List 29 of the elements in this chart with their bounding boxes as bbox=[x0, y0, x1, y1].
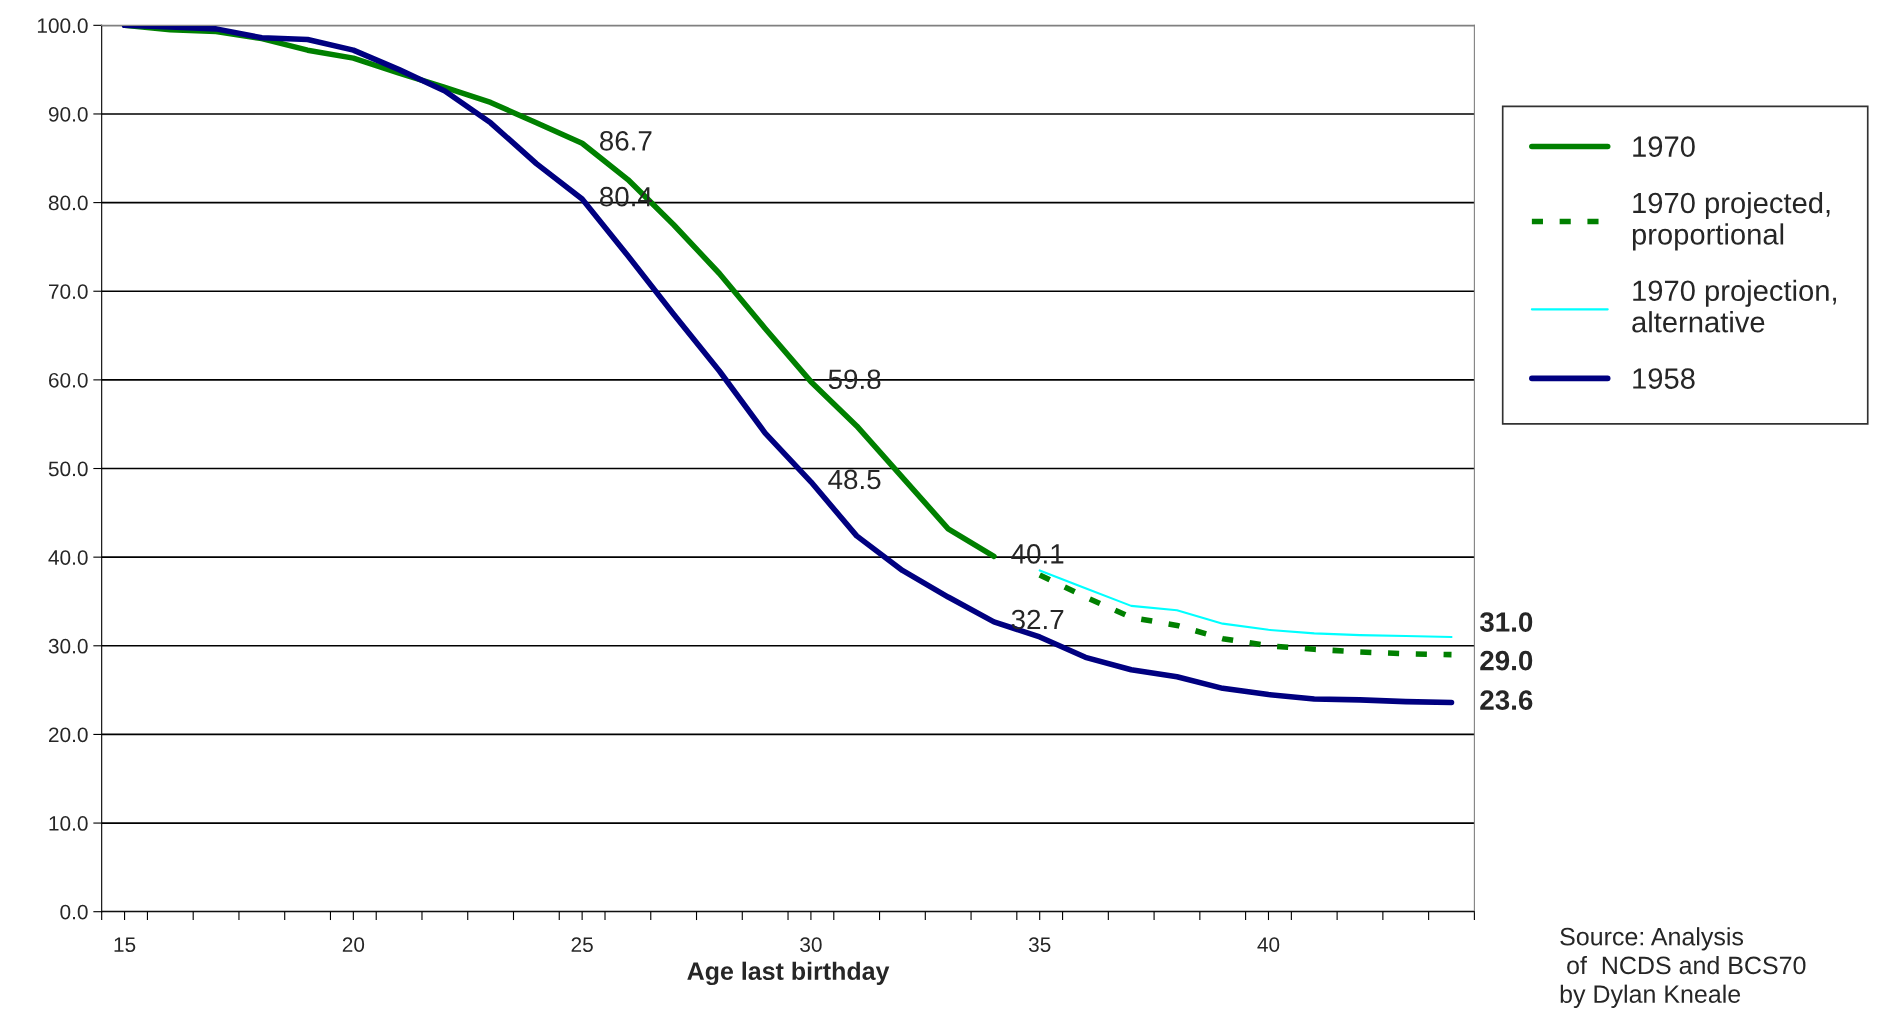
x-tick-label: 20 bbox=[342, 937, 365, 952]
y-tick-label: 10.0 bbox=[49, 816, 88, 831]
legend-label: 1970 projection, alternative bbox=[1632, 279, 1836, 333]
x-tick-label: 25 bbox=[571, 937, 593, 952]
x-axis-title: Age last birthday bbox=[687, 961, 890, 986]
y-tick-label: 30.0 bbox=[48, 638, 88, 654]
y-tick-label: 40.0 bbox=[48, 550, 88, 565]
y-tick-label: 100.0 bbox=[37, 18, 88, 34]
data-label: 23.6 bbox=[1480, 690, 1533, 711]
y-tick-label: 60.0 bbox=[49, 372, 88, 388]
legend-label: 1958 bbox=[1633, 368, 1695, 389]
data-label: 48.5 bbox=[828, 469, 881, 490]
data-label: 86.7 bbox=[600, 131, 652, 151]
data-label: 29.0 bbox=[1480, 650, 1533, 671]
x-tick-label: 30 bbox=[800, 937, 822, 952]
y-tick-label: 70.0 bbox=[49, 284, 88, 299]
x-tick-label: 15 bbox=[114, 937, 136, 952]
x-tick-label: 35 bbox=[1028, 937, 1051, 952]
legend-label: 1970 projected, proportional bbox=[1632, 191, 1830, 251]
y-tick-label: 50.0 bbox=[48, 461, 88, 477]
data-label: 31.0 bbox=[1479, 612, 1533, 632]
data-label: 32.7 bbox=[1011, 609, 1064, 630]
y-tick-label: 0.0 bbox=[60, 904, 88, 920]
legend-label: 1970 bbox=[1633, 136, 1695, 157]
y-tick-label: 20.0 bbox=[48, 727, 88, 743]
y-tick-label: 80.0 bbox=[48, 195, 88, 211]
source-note: Source: Analysis of NCDS and BCS70 by Dylan Kneale bbox=[1560, 927, 1806, 1008]
x-tick-label: 40 bbox=[1257, 937, 1280, 952]
y-tick-label: 90.0 bbox=[48, 106, 88, 122]
